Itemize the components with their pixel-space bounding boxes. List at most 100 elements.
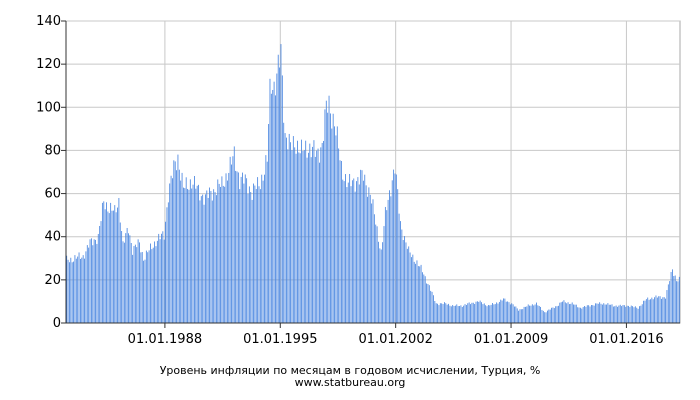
bar xyxy=(368,187,370,323)
bar xyxy=(402,240,404,323)
y-tick-label: 80 xyxy=(44,143,61,158)
bar xyxy=(172,178,173,323)
bar xyxy=(222,185,224,323)
bar xyxy=(615,305,617,323)
bar xyxy=(246,178,248,323)
bar xyxy=(617,306,618,323)
bar xyxy=(454,305,456,323)
bar xyxy=(533,305,535,323)
bar xyxy=(431,291,433,323)
bar xyxy=(551,307,552,323)
bar xyxy=(299,153,301,323)
bar xyxy=(511,303,513,323)
bar xyxy=(416,260,418,323)
bar xyxy=(380,249,382,323)
bar xyxy=(408,246,410,323)
bar xyxy=(614,306,616,323)
bar xyxy=(595,303,596,323)
bar xyxy=(426,283,427,323)
bar xyxy=(526,306,528,323)
bar xyxy=(424,276,426,323)
bar xyxy=(508,302,510,323)
bar xyxy=(354,191,356,323)
bar xyxy=(152,247,154,323)
bar xyxy=(114,205,116,323)
bar xyxy=(422,272,423,323)
bar xyxy=(198,184,199,323)
bar xyxy=(244,174,246,323)
bar xyxy=(512,304,514,323)
x-tick-label: 01.01.2016 xyxy=(589,332,663,347)
bar xyxy=(387,199,389,323)
bar xyxy=(439,303,441,323)
bar xyxy=(597,303,599,323)
bar xyxy=(590,305,592,323)
bar xyxy=(456,304,458,323)
bar xyxy=(74,255,76,323)
bar xyxy=(243,183,245,323)
bar xyxy=(70,257,72,323)
bar xyxy=(579,307,581,323)
bar xyxy=(345,174,346,323)
bar xyxy=(360,169,362,323)
bar xyxy=(567,302,569,323)
bar xyxy=(147,252,149,323)
bar xyxy=(382,242,384,323)
bar xyxy=(626,305,628,323)
bar xyxy=(459,306,460,323)
bar xyxy=(406,248,408,323)
bar xyxy=(331,128,333,323)
bar xyxy=(226,180,228,323)
bar xyxy=(612,306,614,323)
bar xyxy=(652,299,654,323)
bar xyxy=(364,174,366,323)
bar xyxy=(338,148,340,323)
bar xyxy=(137,239,139,323)
bar xyxy=(504,298,506,323)
bar xyxy=(88,247,90,323)
bar xyxy=(476,301,478,323)
bar xyxy=(150,243,151,323)
bar xyxy=(258,186,260,323)
bar xyxy=(104,209,106,323)
bar xyxy=(637,308,639,323)
bar xyxy=(240,176,242,323)
bar xyxy=(71,262,73,323)
bar xyxy=(130,243,132,323)
bar xyxy=(343,181,345,323)
bar xyxy=(514,306,515,323)
bar xyxy=(611,304,613,323)
bar xyxy=(358,184,360,323)
bar xyxy=(467,303,469,323)
bar xyxy=(270,93,272,324)
bar xyxy=(178,169,180,323)
bar xyxy=(306,157,308,323)
bar xyxy=(460,305,462,323)
bar xyxy=(166,207,168,323)
bar xyxy=(555,306,557,323)
bar xyxy=(673,276,675,323)
bar xyxy=(195,188,197,323)
bar xyxy=(169,183,171,323)
bar xyxy=(347,182,349,323)
bar xyxy=(78,252,80,323)
bar xyxy=(118,197,120,323)
bar xyxy=(471,302,473,323)
bar xyxy=(254,185,256,323)
bar xyxy=(119,222,121,323)
bar xyxy=(489,305,491,323)
x-tick-label: 01.01.2009 xyxy=(474,332,548,347)
bar xyxy=(592,305,594,323)
bar xyxy=(663,297,665,323)
bar xyxy=(273,81,275,323)
bar xyxy=(339,160,341,323)
bar xyxy=(496,302,498,323)
bar xyxy=(393,169,395,323)
bar xyxy=(275,95,276,323)
bar xyxy=(634,306,636,323)
bar xyxy=(255,189,257,323)
bar xyxy=(578,307,580,323)
bar xyxy=(250,192,252,323)
bar xyxy=(134,244,136,323)
